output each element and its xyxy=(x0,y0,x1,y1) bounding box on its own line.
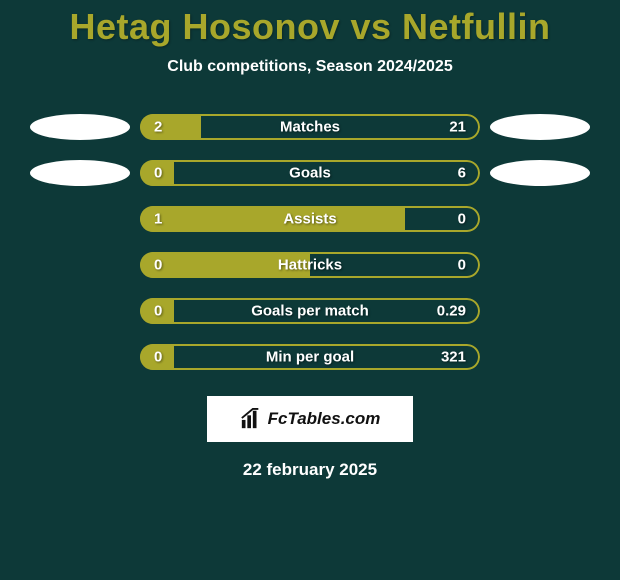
stat-row: 0 Goals 6 xyxy=(10,160,610,186)
avatar-left-slot xyxy=(30,344,130,370)
page-subtitle: Club competitions, Season 2024/2025 xyxy=(167,58,452,76)
avatar-right-slot xyxy=(490,252,590,278)
avatar-placeholder xyxy=(490,160,590,186)
stat-bar: 1 Assists 0 xyxy=(140,206,480,232)
stat-label: Hattricks xyxy=(278,257,342,274)
bar-right-fill xyxy=(201,114,480,140)
page-title: Hetag Hosonov vs Netfullin xyxy=(69,6,550,48)
stat-row: 1 Assists 0 xyxy=(10,206,610,232)
value-right: 6 xyxy=(458,165,466,182)
chart-icon xyxy=(240,408,262,430)
source-logo: FcTables.com xyxy=(207,396,413,442)
bar-right-fill xyxy=(405,206,480,232)
value-right: 21 xyxy=(449,119,466,136)
stat-label: Goals xyxy=(289,165,331,182)
value-left: 0 xyxy=(154,257,162,274)
avatar-right-slot xyxy=(490,206,590,232)
value-left: 0 xyxy=(154,349,162,366)
stat-row: 2 Matches 21 xyxy=(10,114,610,140)
stat-bar: 0 Min per goal 321 xyxy=(140,344,480,370)
value-left: 0 xyxy=(154,165,162,182)
date-text: 22 february 2025 xyxy=(243,460,377,480)
bar-left-fill xyxy=(140,206,405,232)
stat-rows: 2 Matches 21 0 Goals 6 1 Assists 0 0 Hattricks 0 0 Go… xyxy=(0,114,620,370)
avatar-left-slot xyxy=(30,252,130,278)
logo-text: FcTables.com xyxy=(268,409,381,429)
value-left: 2 xyxy=(154,119,162,136)
value-right: 0 xyxy=(458,211,466,228)
bar-left-fill xyxy=(140,114,201,140)
stat-bar: 0 Goals 6 xyxy=(140,160,480,186)
avatar-placeholder xyxy=(30,114,130,140)
stat-bar: 0 Goals per match 0.29 xyxy=(140,298,480,324)
avatar-left-slot xyxy=(30,160,130,186)
stat-row: 0 Hattricks 0 xyxy=(10,252,610,278)
stat-label: Matches xyxy=(280,119,340,136)
stat-row: 0 Goals per match 0.29 xyxy=(10,298,610,324)
avatar-placeholder xyxy=(490,114,590,140)
avatar-placeholder xyxy=(30,160,130,186)
comparison-infographic: Hetag Hosonov vs Netfullin Club competit… xyxy=(0,0,620,580)
value-right: 0.29 xyxy=(437,303,466,320)
avatar-right-slot xyxy=(490,160,590,186)
stat-row: 0 Min per goal 321 xyxy=(10,344,610,370)
stat-label: Min per goal xyxy=(266,349,354,366)
value-left: 0 xyxy=(154,303,162,320)
avatar-left-slot xyxy=(30,114,130,140)
stat-bar: 2 Matches 21 xyxy=(140,114,480,140)
stat-label: Goals per match xyxy=(251,303,369,320)
value-left: 1 xyxy=(154,211,162,228)
avatar-left-slot xyxy=(30,298,130,324)
stat-bar: 0 Hattricks 0 xyxy=(140,252,480,278)
stat-label: Assists xyxy=(283,211,336,228)
value-right: 321 xyxy=(441,349,466,366)
avatar-right-slot xyxy=(490,344,590,370)
avatar-right-slot xyxy=(490,298,590,324)
avatar-right-slot xyxy=(490,114,590,140)
value-right: 0 xyxy=(458,257,466,274)
avatar-left-slot xyxy=(30,206,130,232)
